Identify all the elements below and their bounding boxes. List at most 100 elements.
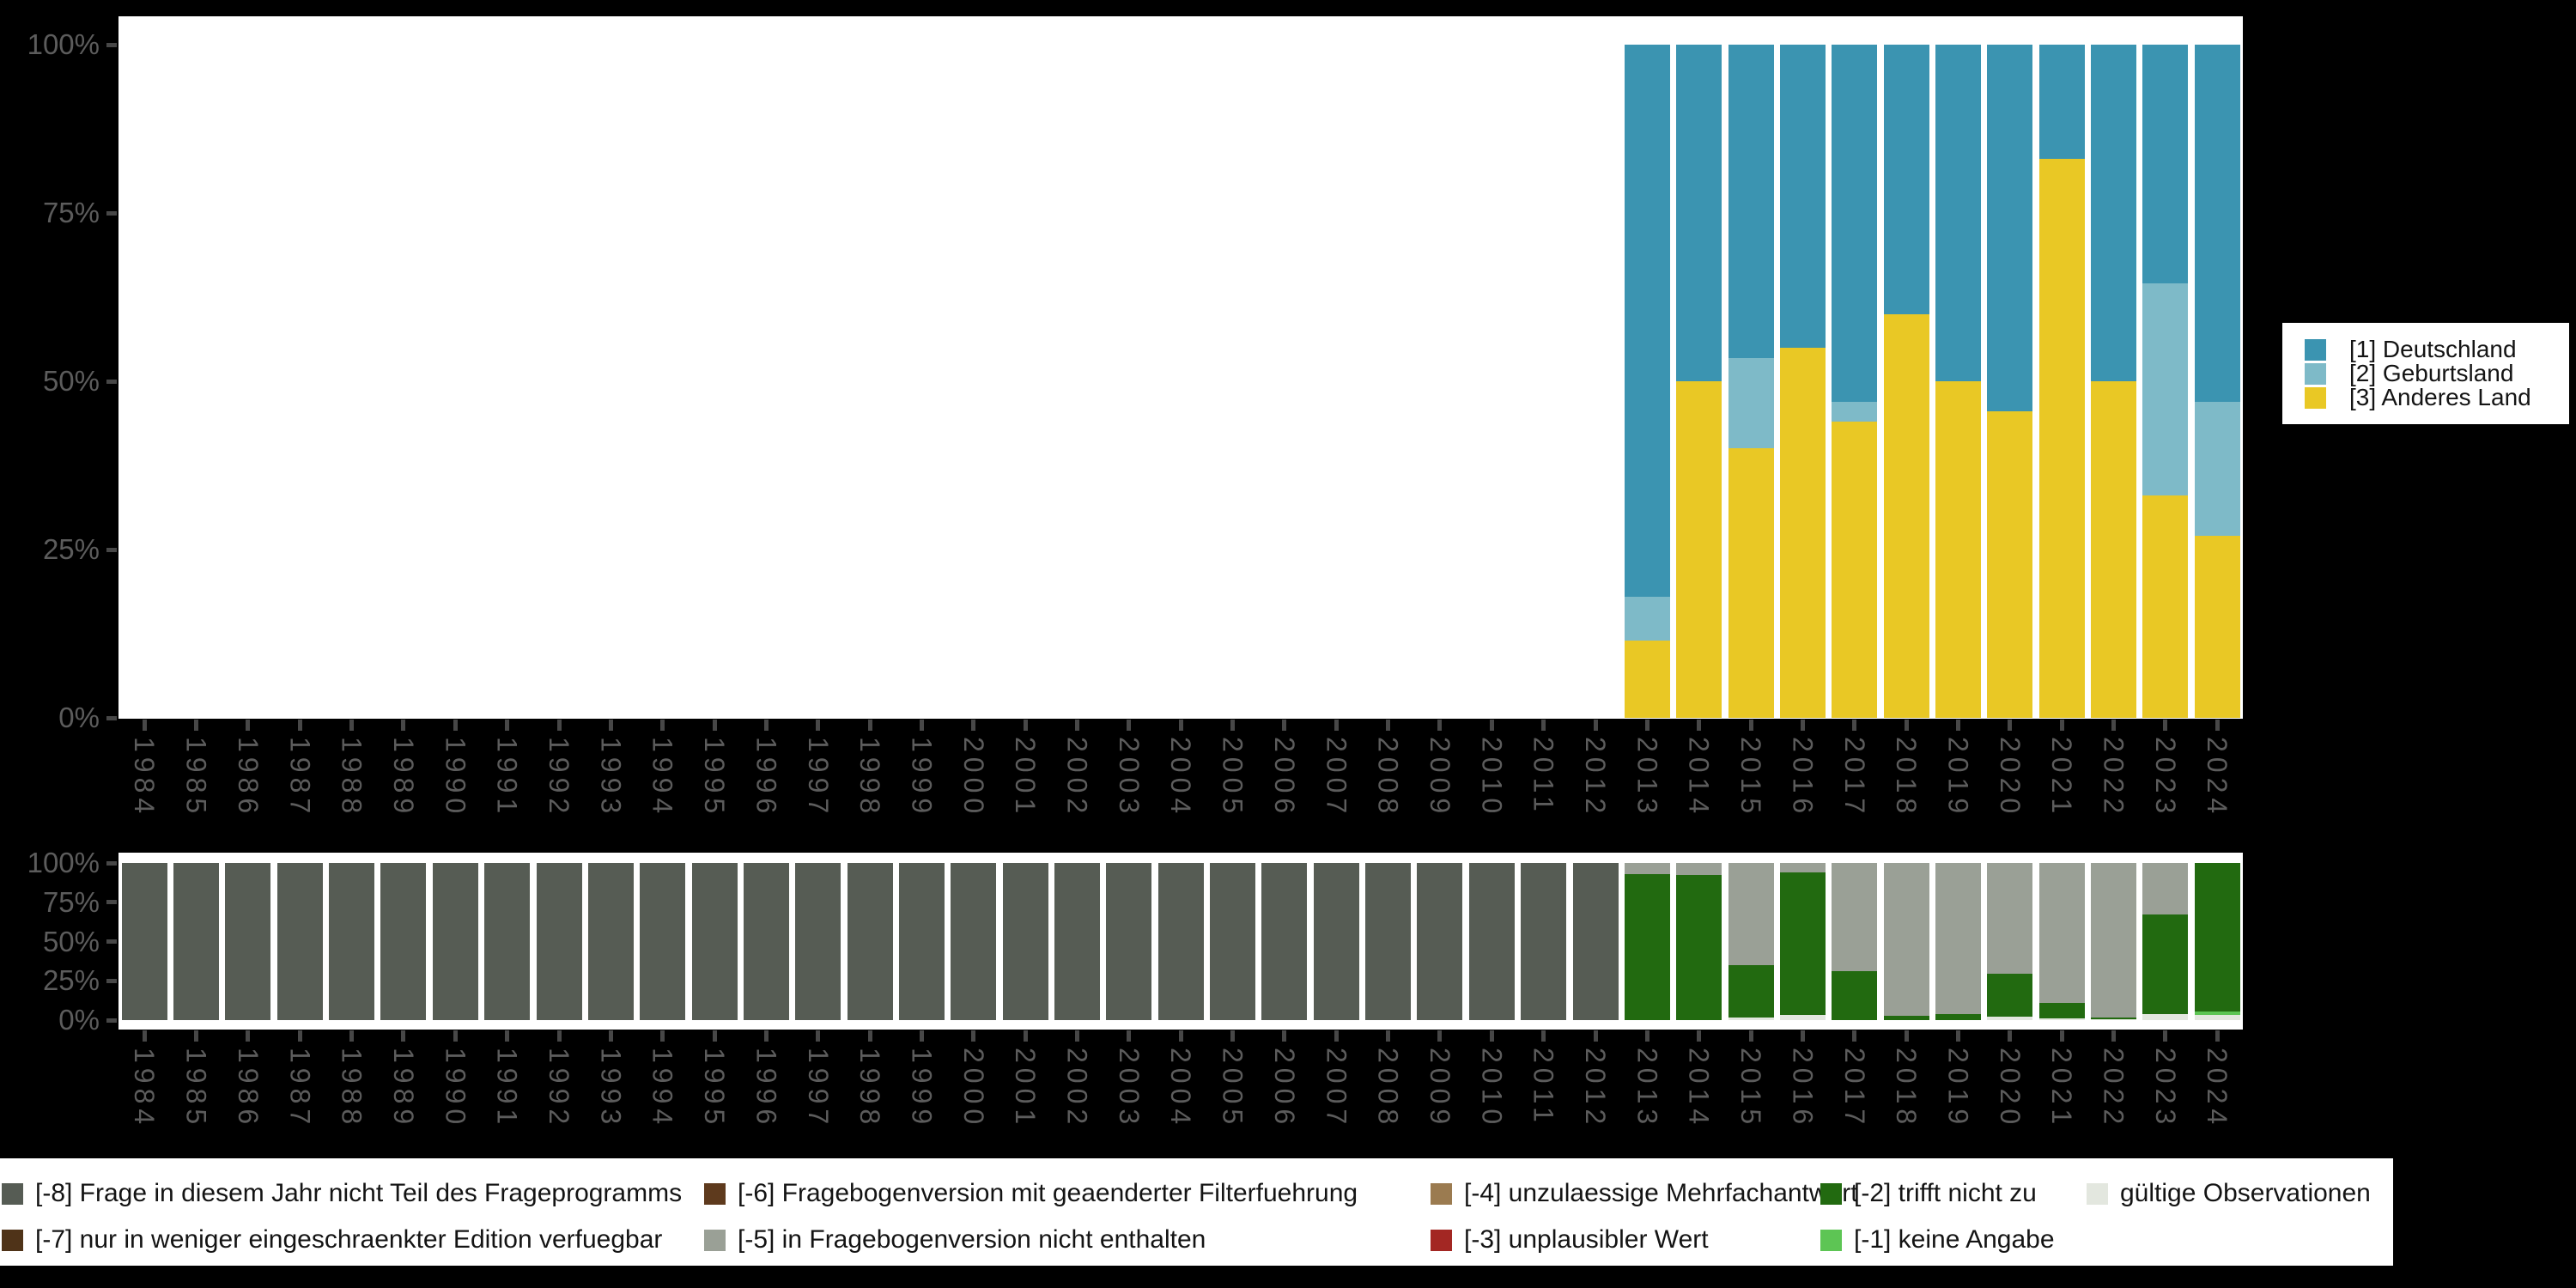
bar-segment <box>1624 596 1670 641</box>
y-axis-label: 25% <box>42 533 100 565</box>
stacked-bar-1984 <box>121 863 167 1020</box>
bar-segment <box>1779 1015 1826 1020</box>
x-axis-label: 1994 <box>647 737 678 819</box>
x-axis-tick <box>505 1030 510 1042</box>
legend-item: [-1] keine Angabe <box>1820 1225 2055 1255</box>
stacked-bar-2000 <box>951 863 997 1020</box>
bar-segment <box>640 863 686 1020</box>
y-axis-tick <box>106 978 117 983</box>
stacked-bar-2022 <box>2091 863 2136 1020</box>
bar-segment <box>536 863 582 1020</box>
x-axis-label: 1989 <box>387 1048 419 1130</box>
legend-item: [-5] in Fragebogenversion nicht enthalte… <box>704 1225 1206 1255</box>
x-axis-label: 2018 <box>1891 737 1923 819</box>
x-axis-tick <box>1644 720 1649 731</box>
x-axis-tick <box>1852 720 1857 731</box>
stacked-bar-2016 <box>1779 863 1826 1020</box>
x-axis-label: 1993 <box>595 1048 627 1130</box>
x-axis-label: 1997 <box>802 737 834 819</box>
stacked-bar-1989 <box>380 863 427 1020</box>
bar-segment <box>2142 495 2189 718</box>
x-axis-label: 1986 <box>232 737 264 819</box>
x-axis-label: 2011 <box>1528 737 1559 817</box>
x-axis-tick <box>712 1030 717 1042</box>
stacked-bar-2015 <box>1728 863 1774 1020</box>
stacked-bar-1994 <box>640 863 686 1020</box>
legend-item: [3] Anderes Land <box>2305 384 2531 411</box>
bar-segment <box>1261 863 1308 1020</box>
y-axis-tick <box>106 900 117 905</box>
bar-segment <box>1883 45 1929 314</box>
bar-segment <box>1987 974 2033 1018</box>
x-axis-tick <box>2059 720 2064 731</box>
bar-segment <box>1624 640 1670 718</box>
x-axis-tick <box>660 1030 665 1042</box>
stacked-bar-2009 <box>1417 863 1463 1020</box>
stacked-bar-1990 <box>432 863 478 1020</box>
x-axis-label: 2018 <box>1891 1048 1923 1130</box>
legend-item: gültige Observationen <box>2087 1179 2371 1208</box>
bar-segment <box>2038 1002 2085 1019</box>
x-axis-tick <box>1386 720 1391 731</box>
x-axis-tick <box>971 720 976 731</box>
y-axis-label: 50% <box>42 925 100 957</box>
bottom-chart-legend: [-8] Frage in diesem Jahr nicht Teil des… <box>0 1158 2393 1266</box>
x-axis-label: 2000 <box>957 737 989 819</box>
bar-segment <box>1728 448 1774 718</box>
bar-segment <box>951 863 997 1020</box>
stacked-bar-2020 <box>1987 45 2033 718</box>
legend-label: [-6] Fragebogenversion mit geaenderter F… <box>738 1179 1358 1207</box>
stacked-bar-2020 <box>1987 863 2033 1020</box>
stacked-bar-2024 <box>2194 45 2240 718</box>
x-axis-label: 2021 <box>2046 737 2078 819</box>
x-axis-label: 2023 <box>2149 1048 2181 1130</box>
x-axis-tick <box>1593 1030 1598 1042</box>
x-axis-label: 2009 <box>1424 1048 1455 1130</box>
bar-segment <box>1728 964 1774 1018</box>
bar-segment <box>1676 45 1722 381</box>
bar-segment <box>2142 283 2189 496</box>
stacked-bar-2006 <box>1261 863 1308 1020</box>
bar-segment <box>1728 45 1774 358</box>
bar-segment <box>587 863 634 1020</box>
x-axis-tick <box>1334 720 1339 731</box>
x-axis-label: 2024 <box>2202 1048 2233 1130</box>
legend-swatch <box>1431 1229 1452 1251</box>
x-axis-tick <box>1282 1030 1287 1042</box>
bar-segment <box>1624 873 1670 1020</box>
y-axis-tick <box>106 715 117 720</box>
x-axis-label: 2009 <box>1424 737 1455 819</box>
x-axis-tick <box>194 1030 199 1042</box>
x-axis-tick <box>1541 720 1546 731</box>
legend-label: [-4] unzulaessige Mehrfachantwort <box>1464 1179 1858 1207</box>
legend-item: [-4] unzulaessige Mehrfachantwort <box>1431 1179 1858 1208</box>
stacked-bar-2011 <box>1521 863 1567 1020</box>
stacked-bar-1987 <box>276 863 323 1020</box>
legend-label: [-3] unplausibler Wert <box>1464 1225 1709 1254</box>
x-axis-label: 1999 <box>906 1048 938 1130</box>
bar-segment <box>1883 313 1929 718</box>
stacked-bar-2005 <box>1210 863 1256 1020</box>
stacked-bar-2004 <box>1157 863 1204 1020</box>
legend-swatch <box>2087 1182 2108 1205</box>
legend-label: [1] Deutschland <box>2349 336 2517 362</box>
bar-segment <box>1832 45 1878 402</box>
y-axis-label: 50% <box>42 365 100 397</box>
x-axis-tick <box>1230 1030 1236 1042</box>
bar-segment <box>484 863 531 1020</box>
y-axis-label: 75% <box>42 197 100 228</box>
y-axis-tick <box>106 939 117 944</box>
legend-label: [-5] in Fragebogenversion nicht enthalte… <box>738 1225 1206 1254</box>
stacked-bar-2019 <box>1935 863 1981 1020</box>
bar-segment <box>1832 422 1878 718</box>
bar-segment <box>1728 1018 1774 1020</box>
stacked-bar-2014 <box>1676 863 1722 1020</box>
bar-segment <box>2091 863 2136 1018</box>
x-axis-tick <box>401 1030 406 1042</box>
x-axis-label: 1990 <box>440 1048 471 1130</box>
y-axis-label: 0% <box>58 702 100 733</box>
bar-segment <box>2091 1019 2136 1020</box>
x-axis-tick <box>2059 1030 2064 1042</box>
bar-segment <box>1935 381 1981 718</box>
x-axis-tick <box>867 720 872 731</box>
